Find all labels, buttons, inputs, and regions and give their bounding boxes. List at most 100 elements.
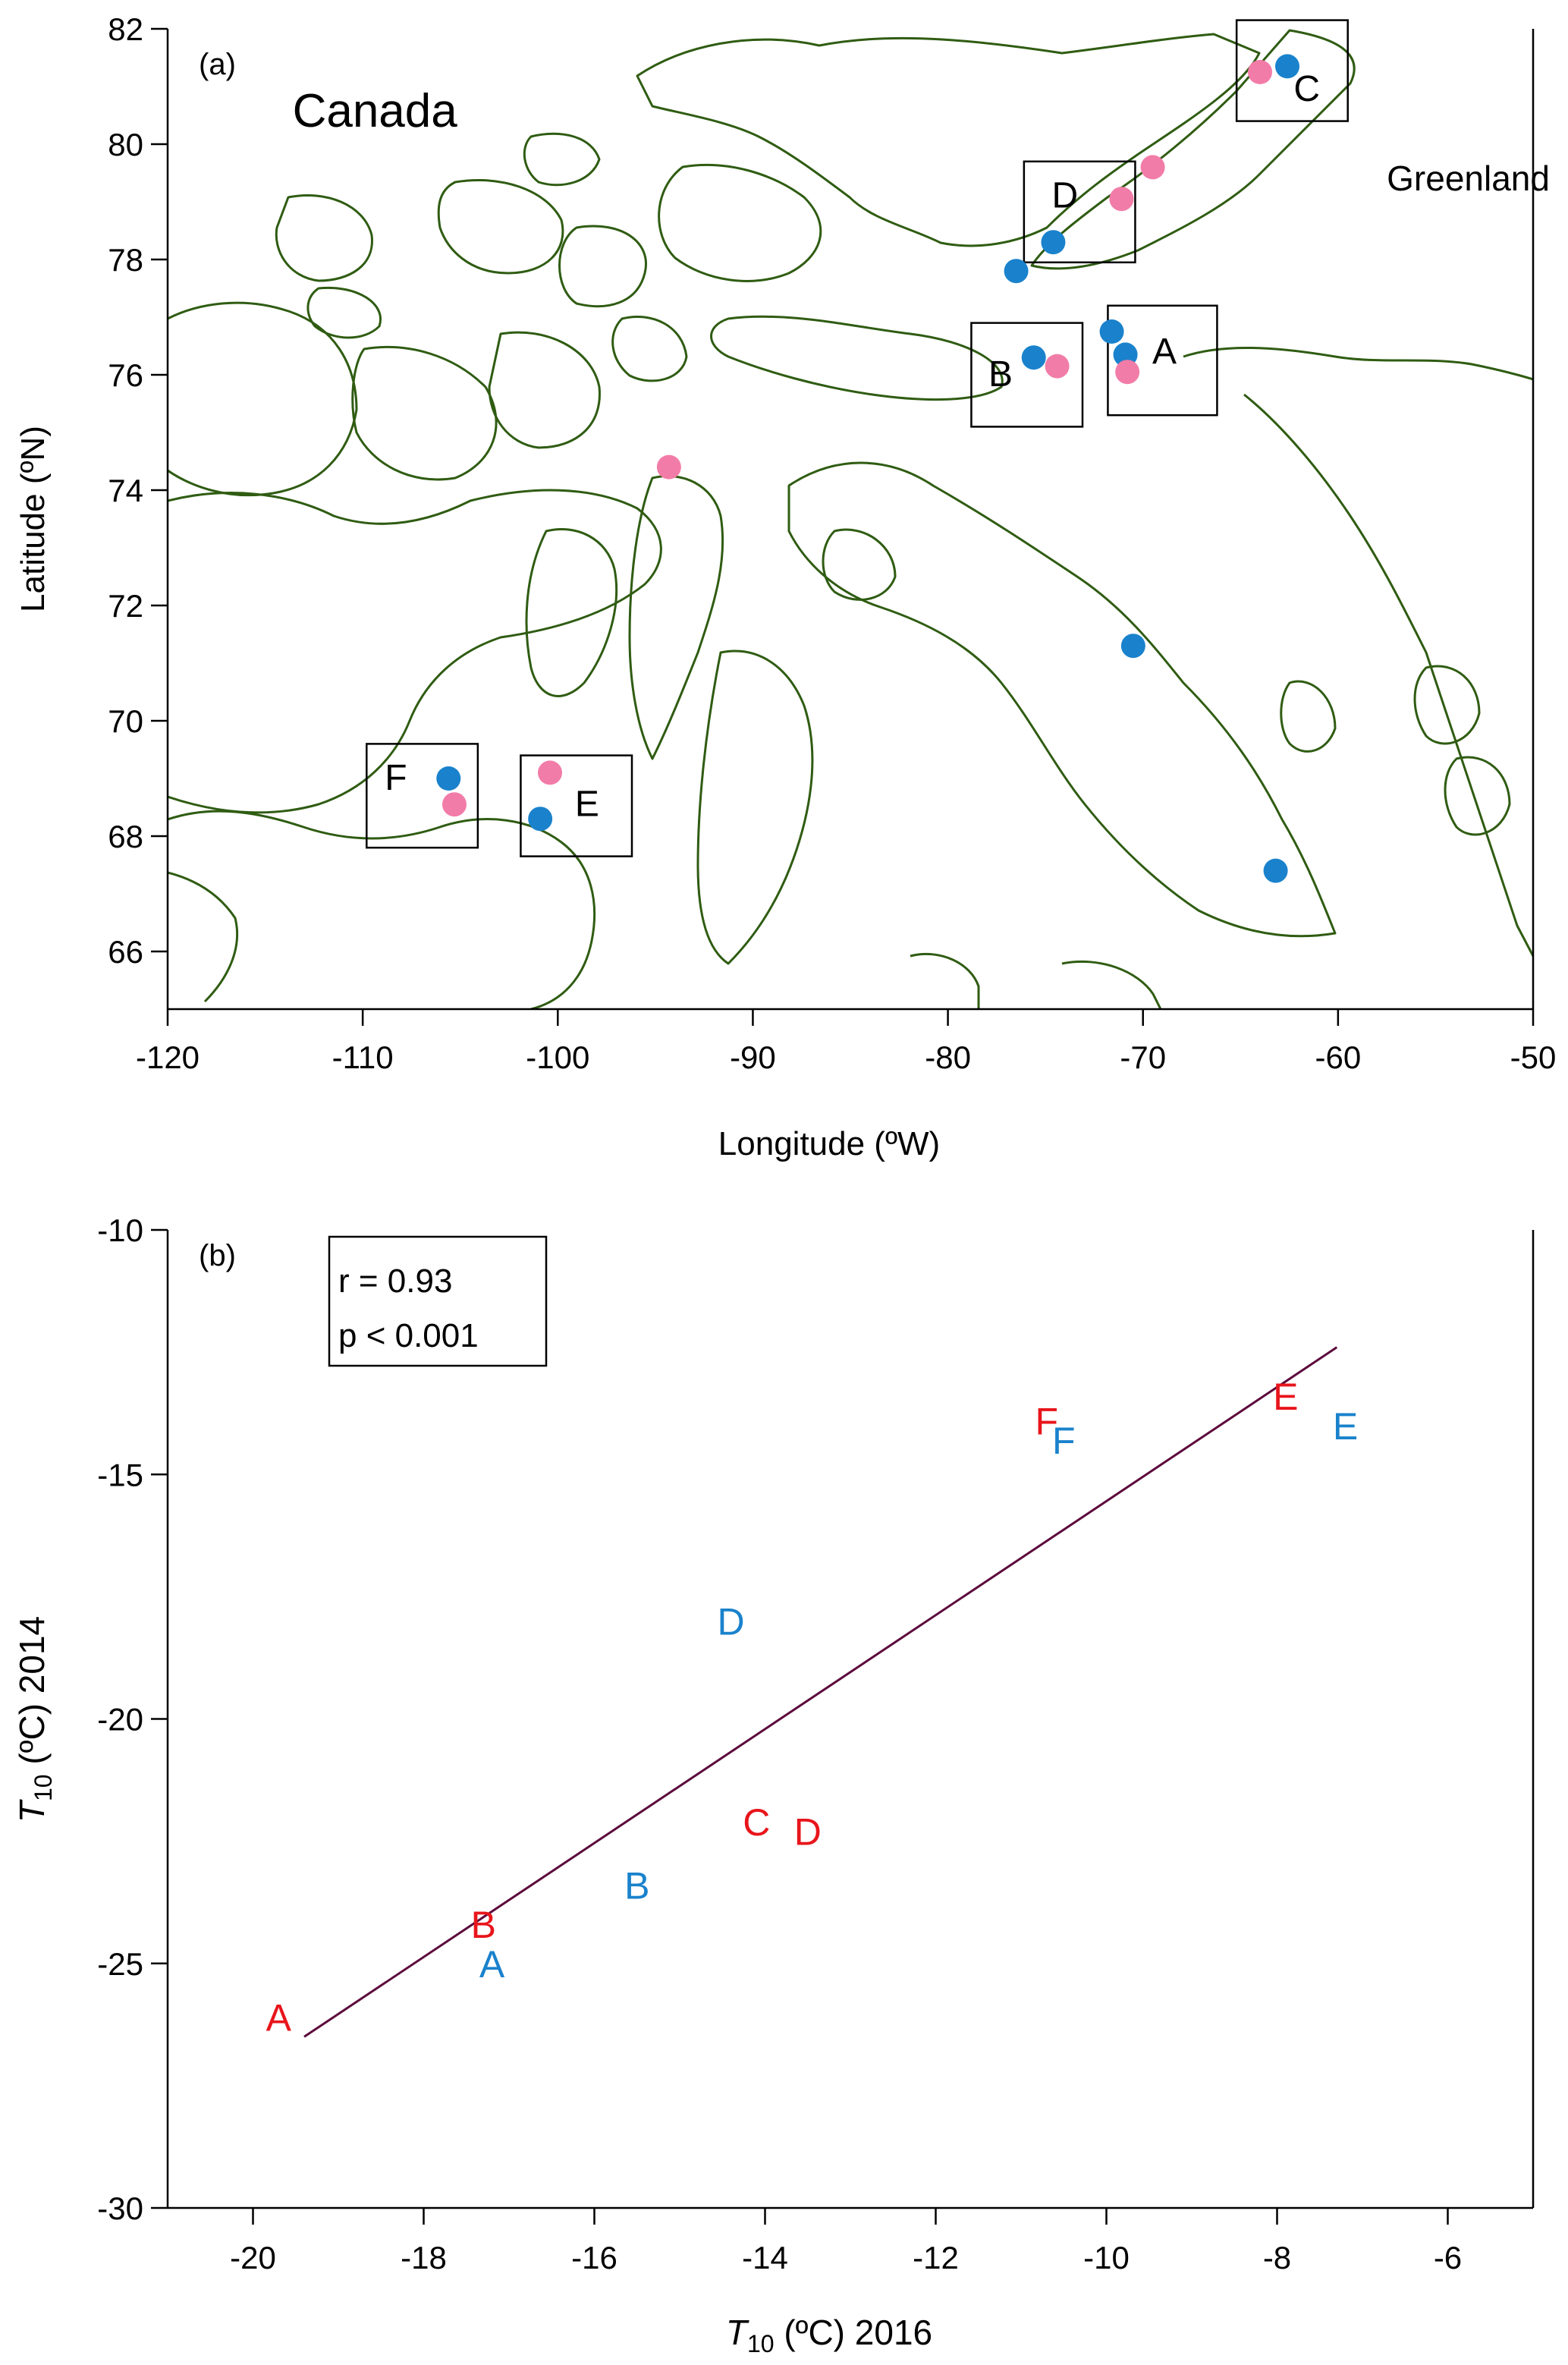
site-box-f [366, 743, 479, 849]
map-labels: A B C D E F Canada Greenland [293, 69, 1550, 824]
site-label-c: C [1293, 69, 1320, 109]
red-point-b: B [471, 1904, 496, 1946]
scatter-y-tick-label: -15 [97, 1457, 143, 1492]
scatter-panel-label: (b) [199, 1239, 236, 1272]
blue-point-e: E [1333, 1405, 1358, 1448]
site-box-e [520, 754, 633, 857]
pink-site-point [1045, 354, 1070, 379]
map-panel-label: (a) [199, 48, 236, 81]
scatter-y-tick-label: -30 [97, 2190, 143, 2226]
blue-site-point [1041, 230, 1066, 255]
pink-site-point [442, 792, 467, 817]
map-x-tick-label: -50 [1510, 1039, 1557, 1075]
map-axes [166, 29, 1535, 1011]
x-label-rest: (ºC) 2016 [775, 2313, 933, 2352]
stats-r: r = 0.93 [338, 1263, 452, 1300]
blue-site-point [1263, 858, 1288, 883]
site-box-b [970, 322, 1084, 428]
scatter-panel: -20 -18 -16 -14 -12 -10 -8 -6-10-15-20-25-30 AB… [12, 1212, 1535, 2357]
scatter-x-tick-label: -6 [1434, 2240, 1462, 2275]
map-x-tick-label: -100 [526, 1039, 589, 1075]
map-x-tick-label: -110 [332, 1039, 394, 1075]
scatter-x-tick-label: -16 [571, 2240, 617, 2275]
map-panel: -120 -110 -100 -90 -80 -70 -60 -50 66 68 70 72 74 76 7… [14, 11, 1556, 1162]
scatter-x-tick-label: -12 [913, 2240, 959, 2275]
map-y-tick-label: 72 [108, 588, 143, 624]
scatter-x-tick-label: -10 [1083, 2240, 1130, 2275]
x-label-var: T [726, 2313, 749, 2352]
y-label-rest: (ºC) 2014 [12, 1616, 52, 1775]
red-point-a: A [266, 1997, 292, 2039]
site-boxes [366, 19, 1349, 857]
pink-site-point [1140, 155, 1165, 180]
scatter-y-tick-label: -25 [97, 1946, 143, 1982]
coastline [168, 29, 1533, 1009]
blue-site-point [1021, 345, 1046, 370]
map-y-tick-label: 76 [108, 357, 143, 393]
stats-p: p < 0.001 [338, 1317, 479, 1354]
site-box-a [1107, 304, 1218, 417]
map-y-tick-label: 80 [108, 127, 143, 162]
region-label-greenland: Greenland [1387, 159, 1550, 198]
red-point-e: E [1273, 1376, 1298, 1418]
blue-point-d: D [717, 1601, 744, 1643]
map-x-tick-label: -120 [136, 1039, 200, 1075]
map-x-tick-label: -60 [1315, 1039, 1362, 1075]
pink-site-point [538, 760, 562, 785]
site-box-d [1023, 160, 1136, 264]
map-x-tick-label: -90 [730, 1039, 776, 1075]
red-point-c: C [743, 1801, 770, 1844]
pink-site-point [1115, 360, 1140, 385]
region-label-canada: Canada [293, 85, 458, 137]
site-label-d: D [1052, 176, 1079, 216]
y-label-sub: 10 [30, 1774, 57, 1801]
pink-site-point [656, 454, 681, 480]
x-label-sub: 10 [747, 2330, 775, 2357]
blue-point-f: F [1052, 1420, 1076, 1462]
scatter-x-tick-label: -20 [230, 2240, 276, 2275]
map-ticks: -120 -110 -100 -90 -80 -70 -60 -50 66 68 70 72 74 76 7… [108, 11, 1556, 1075]
pink-site-point [1248, 60, 1272, 84]
scatter-x-axis-label: T10 (ºC) 2016 [726, 2313, 932, 2357]
scatter-x-tick-label: -14 [742, 2240, 788, 2275]
scatter-axes [166, 1230, 1535, 2209]
site-label-f: F [385, 758, 407, 798]
scatter-y-tick-label: -20 [97, 1702, 143, 1738]
scatter-x-tick-label: -18 [401, 2240, 447, 2275]
site-box-c [1235, 19, 1349, 122]
scatter-y-tick-label: -10 [97, 1212, 143, 1248]
map-y-tick-label: 68 [108, 819, 143, 854]
pink-site-point [1109, 187, 1134, 212]
red-point-f: F [1035, 1400, 1058, 1442]
y-label-var: T [12, 1799, 52, 1822]
blue-site-point [1099, 319, 1124, 344]
blue-site-point [528, 807, 553, 832]
stats-box: r = 0.93 p < 0.001 [328, 1235, 548, 1367]
blue-point-b: B [624, 1865, 649, 1907]
fit-line [303, 1346, 1338, 2038]
site-label-e: E [575, 784, 599, 824]
map-y-tick-label: 82 [108, 11, 143, 47]
map-y-axis-label: Latitude (ºN) [14, 426, 52, 612]
map-y-tick-label: 74 [108, 473, 143, 508]
map-x-axis-label: Longitude (ºW) [718, 1125, 940, 1162]
blue-site-point [436, 766, 461, 791]
map-y-tick-label: 70 [108, 703, 143, 739]
red-point-d: D [794, 1811, 822, 1854]
scatter-x-tick-label: -8 [1263, 2240, 1291, 2275]
blue-site-point [1120, 634, 1145, 659]
map-x-tick-label: -70 [1120, 1039, 1166, 1075]
map-points [436, 54, 1299, 883]
scatter-y-axis-label: T10 (ºC) 2014 [12, 1616, 57, 1822]
blue-site-point [1275, 54, 1299, 79]
blue-point-a: A [479, 1943, 505, 1986]
site-label-b: B [988, 354, 1013, 395]
map-y-tick-label: 78 [108, 242, 143, 278]
site-label-a: A [1152, 332, 1177, 372]
map-y-tick-label: 66 [108, 934, 143, 970]
scatter-ticks: -20 -18 -16 -14 -12 -10 -8 -6 -10 -15 -20 -25 -30 [97, 1212, 1462, 2275]
map-x-tick-label: -80 [925, 1039, 971, 1075]
blue-site-point [1004, 259, 1029, 284]
